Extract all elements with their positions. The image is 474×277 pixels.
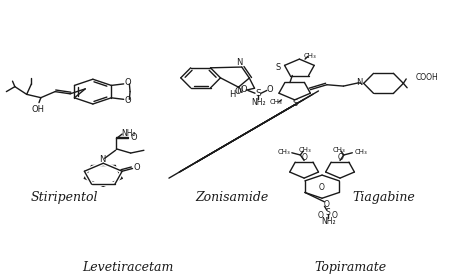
Text: O: O xyxy=(130,133,137,142)
Text: Tiagabine: Tiagabine xyxy=(352,191,415,204)
Text: CH₃: CH₃ xyxy=(303,53,316,59)
Text: N: N xyxy=(100,155,106,164)
Text: S: S xyxy=(275,63,281,72)
Text: H: H xyxy=(229,90,236,99)
Text: CH₃: CH₃ xyxy=(354,149,367,155)
Text: NH₂: NH₂ xyxy=(321,217,336,225)
Text: O: O xyxy=(241,85,247,94)
Text: NH₂: NH₂ xyxy=(251,98,265,107)
Text: COOH: COOH xyxy=(416,73,438,82)
Text: O: O xyxy=(266,85,273,94)
Text: CH₃: CH₃ xyxy=(333,147,346,153)
Text: Stiripentol: Stiripentol xyxy=(31,191,98,204)
Text: CH₃: CH₃ xyxy=(299,147,311,153)
Text: Levetiracetam: Levetiracetam xyxy=(82,261,174,275)
Text: O: O xyxy=(324,199,330,209)
Text: N: N xyxy=(236,58,243,67)
Text: Zonisamide: Zonisamide xyxy=(196,191,269,204)
Text: O: O xyxy=(318,183,324,192)
Text: OH: OH xyxy=(32,104,45,114)
Text: O: O xyxy=(302,153,308,162)
Text: O: O xyxy=(338,153,344,162)
Text: O: O xyxy=(234,86,241,96)
Text: O: O xyxy=(124,96,131,106)
Text: CH₃: CH₃ xyxy=(269,99,282,105)
Text: O: O xyxy=(332,211,338,220)
Text: O: O xyxy=(318,211,324,220)
Text: CH₃: CH₃ xyxy=(277,149,290,155)
Text: S: S xyxy=(326,208,330,217)
Text: O: O xyxy=(134,163,141,172)
Text: S: S xyxy=(293,99,298,108)
Text: N: N xyxy=(236,86,243,95)
Text: NH₂: NH₂ xyxy=(121,129,136,138)
Text: N: N xyxy=(356,78,362,87)
Text: Topiramate: Topiramate xyxy=(314,261,386,275)
Text: S: S xyxy=(255,89,261,98)
Text: O: O xyxy=(124,78,131,87)
